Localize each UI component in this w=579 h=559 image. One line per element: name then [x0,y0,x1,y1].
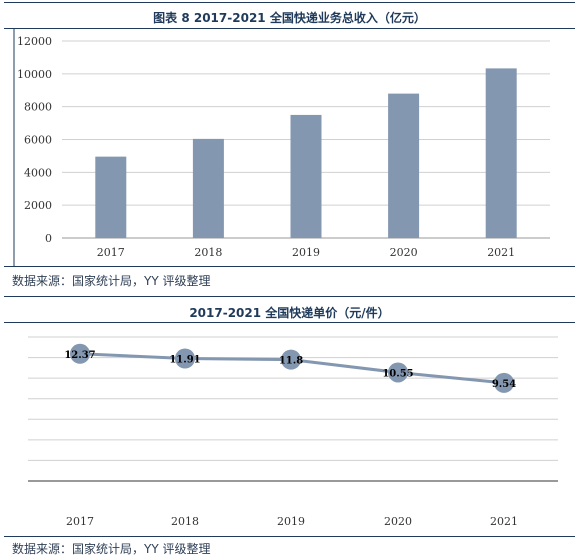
bar-chart-title: 图表 8 2017-2021 全国快递业务总收入（亿元） [153,11,426,25]
line-title-rule [4,322,575,323]
line-bottom-rule [4,536,575,537]
line-top-rule [4,296,575,297]
x-tick-label: 2020 [390,246,418,259]
data-label: 10.55 [382,368,413,379]
bar-bottom-rule [4,266,575,267]
y-tick-label: 12000 [17,35,52,48]
y-tick-label: 10000 [17,68,52,81]
data-point [175,348,195,369]
data-point [494,372,514,393]
data-label: 12.37 [64,350,95,361]
top-rule [4,2,575,3]
bar [485,68,517,238]
line-chart-source: 数据来源：国家统计局，YY 评级整理 [12,542,211,556]
bar [95,156,127,238]
data-label: 9.54 [492,379,516,390]
bar [290,114,322,238]
x-tick-label: 2020 [384,515,412,528]
x-tick-label: 2018 [171,515,199,528]
line-chart-title: 2017-2021 全国快递单价（元/件） [189,306,390,320]
x-tick-label: 2019 [277,515,305,528]
y-tick-label: 4000 [24,166,52,179]
bar [388,93,420,238]
bar-chart-source: 数据来源：国家统计局，YY 评级整理 [12,274,211,288]
x-tick-label: 2017 [97,246,125,259]
x-tick-label: 2021 [490,515,518,528]
y-tick-label: 0 [45,232,52,245]
x-tick-label: 2021 [487,246,515,259]
data-point [281,349,301,370]
bar [192,138,224,238]
y-tick-label: 2000 [24,199,52,212]
data-point [70,343,90,364]
data-label: 11.8 [279,356,303,367]
x-tick-label: 2019 [292,246,320,259]
y-tick-label: 6000 [24,134,52,147]
y-tick-label: 8000 [24,101,52,114]
bar-chart: 0 2000 4000 6000 8000 10000 12000 2017 2018 2019 2… [13,28,550,266]
line-chart: 12.37 2017 11.91 2018 11.8 2019 10.55 2020 9.54 2… [28,336,558,528]
x-tick-label: 2017 [66,515,94,528]
data-label: 11.91 [169,354,200,365]
x-tick-label: 2018 [194,246,222,259]
data-point [388,362,408,383]
bar-title-rule [4,28,575,29]
